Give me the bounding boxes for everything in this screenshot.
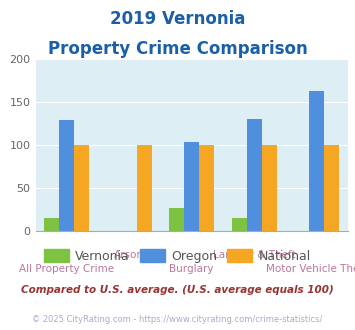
Text: Larceny & Theft: Larceny & Theft — [213, 250, 296, 260]
Bar — [184, 142, 199, 231]
Bar — [262, 145, 277, 231]
Text: Motor Vehicle Theft: Motor Vehicle Theft — [266, 264, 355, 274]
Bar — [59, 120, 74, 231]
Text: Property Crime Comparison: Property Crime Comparison — [48, 40, 307, 58]
Text: © 2025 CityRating.com - https://www.cityrating.com/crime-statistics/: © 2025 CityRating.com - https://www.city… — [32, 315, 323, 324]
Bar — [324, 145, 339, 231]
Bar — [309, 91, 324, 231]
Text: Compared to U.S. average. (U.S. average equals 100): Compared to U.S. average. (U.S. average … — [21, 285, 334, 295]
Text: All Property Crime: All Property Crime — [19, 264, 114, 274]
Bar — [44, 218, 59, 231]
Bar — [74, 145, 89, 231]
Bar — [247, 118, 262, 231]
Text: 2019 Vernonia: 2019 Vernonia — [110, 10, 245, 28]
Legend: Vernonia, Oregon, National: Vernonia, Oregon, National — [40, 246, 315, 267]
Bar — [232, 218, 247, 231]
Text: Burglary: Burglary — [169, 264, 214, 274]
Bar — [169, 208, 184, 231]
Text: Arson: Arson — [114, 250, 144, 260]
Bar — [199, 145, 214, 231]
Bar — [137, 145, 152, 231]
